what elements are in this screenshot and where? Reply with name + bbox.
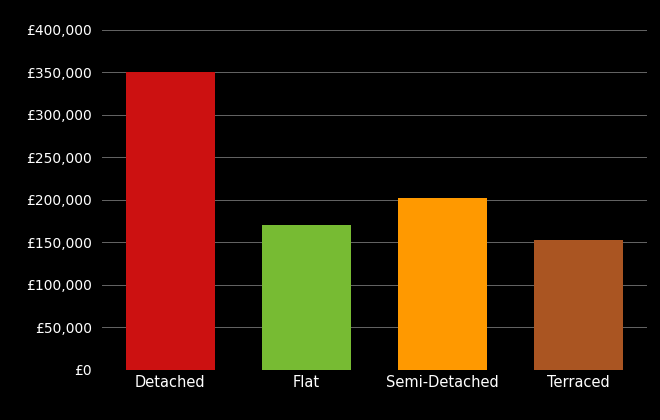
- Bar: [262, 225, 350, 370]
- Bar: [535, 239, 623, 370]
- Bar: [399, 198, 487, 370]
- Bar: [126, 72, 214, 370]
